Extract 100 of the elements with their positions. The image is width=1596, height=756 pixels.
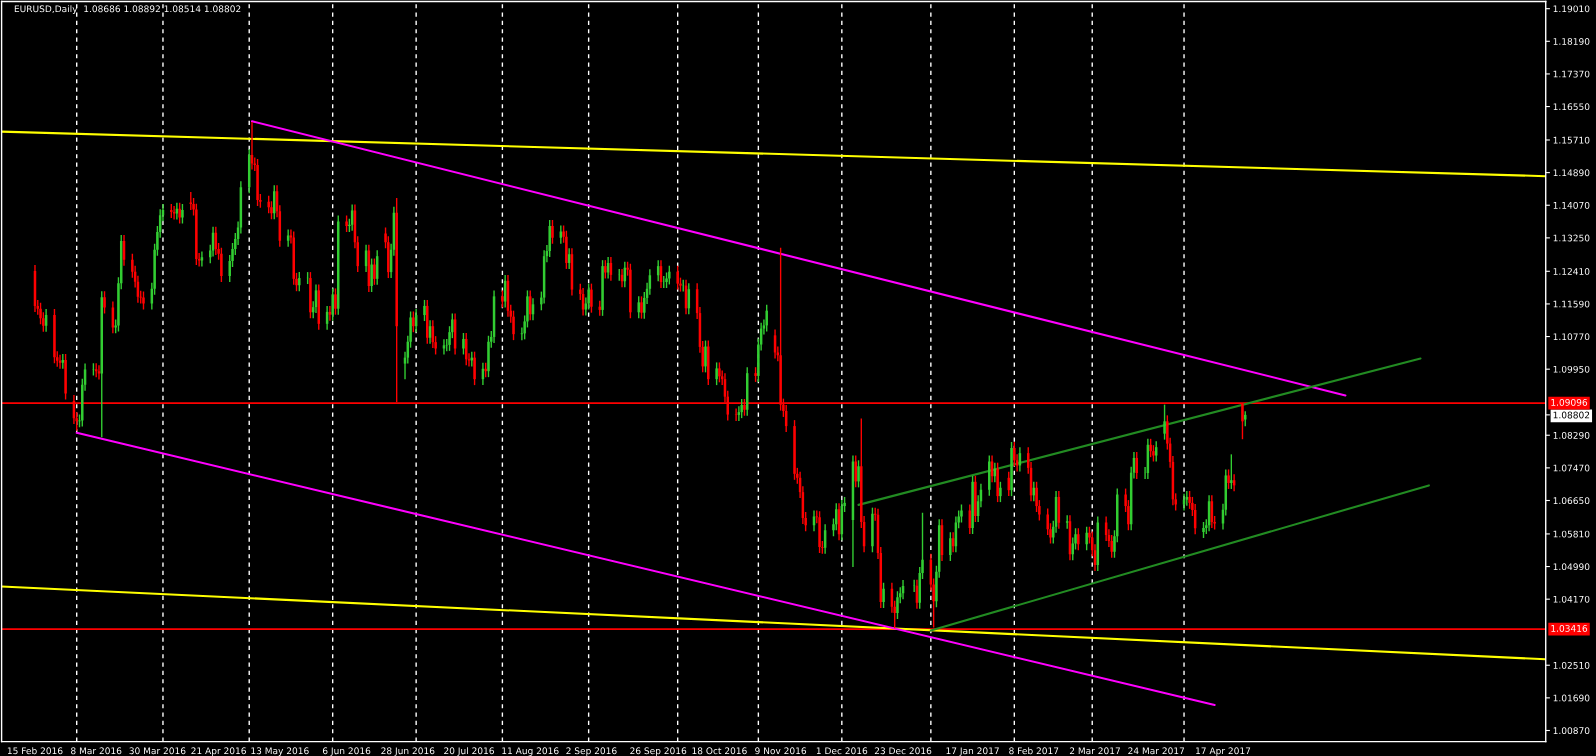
candlestick	[1010, 441, 1013, 497]
x-tick-label: 2 Mar 2017	[1069, 747, 1120, 755]
candlestick	[740, 398, 743, 419]
y-tick-label: 1.01690	[1553, 694, 1590, 702]
y-tick-label: 1.10770	[1553, 333, 1590, 341]
candlestick	[373, 257, 376, 286]
candlestick	[896, 590, 899, 620]
y-tick-label: 1.11590	[1553, 300, 1590, 308]
candlestick	[512, 309, 515, 341]
candlestick	[637, 295, 640, 319]
candlestick	[298, 271, 301, 292]
candlestick	[668, 265, 671, 286]
candlestick	[286, 228, 290, 248]
y-tick-label: 1.08802	[1553, 411, 1590, 419]
x-tick-label: 9 Nov 2016	[755, 747, 807, 755]
y-tick-label: 1.16550	[1553, 103, 1590, 111]
candlestick	[345, 214, 348, 233]
x-tick-label: 6 Jun 2016	[322, 747, 371, 756]
x-tick-label: 30 Mar 2016	[129, 747, 186, 755]
candlestick	[53, 308, 56, 364]
y-tick-label: 1.07470	[1553, 464, 1590, 472]
candlestick	[765, 304, 768, 333]
candlestick	[501, 289, 504, 309]
candlestick	[195, 202, 198, 266]
y-tick-label: 1.17370	[1553, 70, 1590, 78]
x-tick-label: 17 Jan 2017	[946, 747, 999, 756]
candlestick	[92, 362, 95, 377]
candlestick	[1065, 514, 1069, 530]
x-tick-label: 8 Mar 2016	[71, 747, 122, 755]
candlestick	[1227, 468, 1230, 490]
x-tick-label: 1 Dec 2016	[816, 747, 868, 755]
y-tick-label: 1.14070	[1553, 201, 1590, 209]
x-tick-label: 13 May 2016	[251, 747, 309, 756]
candlestick	[1149, 438, 1152, 458]
candlestick	[423, 299, 426, 322]
candlestick	[334, 287, 337, 316]
candlestick	[181, 203, 184, 225]
x-tick-label: 11 Aug 2016	[502, 747, 559, 756]
candlestick	[971, 475, 974, 535]
candlestick	[565, 230, 568, 270]
candlestick	[370, 257, 373, 293]
candlestick	[676, 265, 679, 291]
candlestick	[178, 202, 181, 225]
y-tick-label: 1.12410	[1553, 268, 1590, 275]
y-tick-label: 1.14890	[1553, 169, 1590, 177]
candlestick	[882, 582, 885, 609]
candlestick	[1077, 527, 1080, 551]
y-tick-label: 1.05810	[1553, 530, 1590, 538]
y-tick-label: 1.00870	[1553, 727, 1590, 735]
y-tick-label: 1.04170	[1553, 595, 1590, 603]
x-tick-label: 8 Feb 2017	[1009, 747, 1059, 755]
candlestick	[270, 200, 273, 220]
candlestick	[857, 459, 860, 489]
y-tick-label: 1.18190	[1553, 38, 1590, 45]
candlestick	[1085, 526, 1088, 551]
y-tick-label: 1.19010	[1553, 5, 1590, 13]
candlestick	[587, 282, 590, 311]
candlestick	[854, 454, 857, 489]
candlestick	[960, 503, 963, 524]
x-tick-label: 2 Sep 2016	[566, 747, 617, 756]
y-tick-label: 1.02510	[1553, 661, 1590, 669]
y-tick-label: 1.08290	[1553, 431, 1590, 439]
y-tick-label: 1.15710	[1553, 136, 1590, 144]
y-tick-label: 1.13250	[1553, 234, 1590, 242]
candlestick	[331, 287, 334, 322]
candlestick	[640, 295, 643, 320]
candlestick	[200, 250, 204, 268]
candlestick	[103, 290, 106, 315]
candlestick	[220, 247, 223, 283]
x-tick-label: 26 Sep 2016	[630, 747, 687, 756]
y-tick-label: 1.09950	[1553, 365, 1590, 373]
x-tick-label: 21 Apr 2016	[191, 747, 246, 756]
x-tick-label: 18 Oct 2016	[692, 747, 747, 755]
x-tick-label: 17 Apr 2017	[1196, 747, 1251, 756]
candlestick	[715, 361, 718, 386]
candlestick	[1230, 453, 1233, 490]
candlestick	[462, 332, 465, 356]
y-tick-label: 1.06650	[1553, 497, 1590, 505]
candlestick	[835, 502, 838, 532]
candlestick	[1013, 441, 1016, 467]
candlestick	[1202, 521, 1205, 539]
candlestick	[793, 419, 796, 481]
candlestick	[273, 184, 276, 220]
x-tick-label: 20 Jul 2016	[444, 747, 494, 756]
x-tick-label: 24 Mar 2017	[1128, 747, 1185, 755]
candlestick	[97, 364, 101, 381]
x-tick-label: 28 Jun 2016	[381, 747, 435, 756]
candlestick	[999, 481, 1002, 503]
candlestick	[551, 219, 554, 245]
candlestick	[996, 462, 999, 503]
y-tick-label: 1.04990	[1553, 563, 1590, 571]
candlestick	[629, 263, 632, 319]
x-tick-label: 15 Feb 2016	[7, 747, 63, 755]
x-tick-label: 23 Dec 2016	[874, 747, 932, 755]
candlestick	[949, 531, 952, 562]
candlestick	[590, 282, 593, 314]
candlestick	[754, 366, 757, 383]
candlestick	[1135, 451, 1138, 480]
candlestick	[718, 361, 721, 384]
ref-line-label: 1.09096	[1551, 398, 1588, 406]
